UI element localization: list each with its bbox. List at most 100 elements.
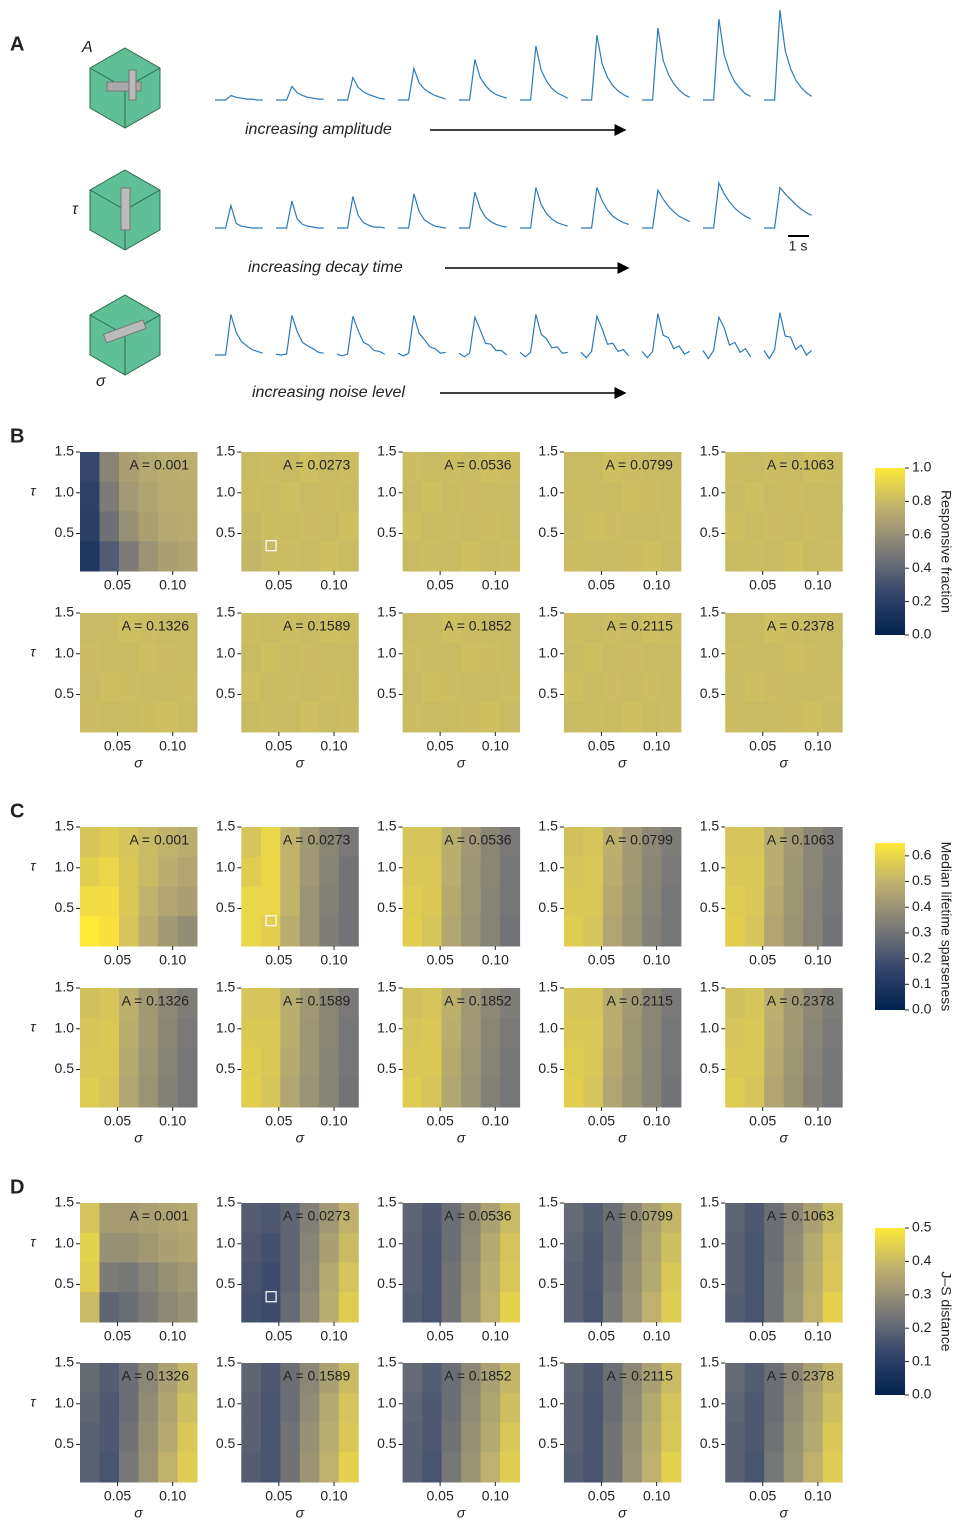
y-axis-label: τ xyxy=(30,483,36,499)
colorbar-label: Responsive fraction xyxy=(938,490,954,613)
heatmap-cell xyxy=(261,988,281,1018)
heatmap-cell xyxy=(583,673,603,703)
heatmap-cell xyxy=(725,512,745,542)
y-tick-label: 1.0 xyxy=(538,1019,558,1035)
heatmap-cell xyxy=(784,512,804,542)
heatmap-cell xyxy=(119,643,139,673)
heatmap-cell xyxy=(139,1452,159,1482)
heatmap-cell xyxy=(422,1233,442,1263)
heatmap-cell xyxy=(422,1263,442,1293)
trace xyxy=(459,60,507,101)
heatmap-cell xyxy=(261,857,281,887)
y-tick-label: 1.5 xyxy=(538,1194,558,1210)
heatmap-cell xyxy=(241,1423,261,1453)
trace xyxy=(337,78,385,101)
x-tick-label: 0.05 xyxy=(427,1328,454,1344)
trace xyxy=(642,314,690,358)
x-tick-label: 0.10 xyxy=(482,952,509,968)
x-axis-label: σ xyxy=(618,1130,627,1146)
panel-title: A = 0.001 xyxy=(129,457,189,473)
heatmap-cell xyxy=(661,1423,681,1453)
heatmap-cell xyxy=(564,1393,584,1423)
x-tick-label: 0.05 xyxy=(749,1328,776,1344)
heatmap-cell xyxy=(784,1018,804,1048)
x-tick-label: 0.10 xyxy=(643,1328,670,1344)
heatmap-cell xyxy=(823,482,843,512)
heatmap-cell xyxy=(158,1452,178,1482)
heatmap-cell xyxy=(583,482,603,512)
y-tick-label: 1.5 xyxy=(377,1354,397,1370)
heatmap-cell xyxy=(442,1452,462,1482)
panel-title: A = 0.0799 xyxy=(606,832,674,848)
heatmap-cell xyxy=(119,1393,139,1423)
heatmap-cell xyxy=(481,702,501,732)
heatmap-cell xyxy=(261,1292,281,1322)
heatmap-cell xyxy=(764,1393,784,1423)
colorbar-tick-label: 0.1 xyxy=(912,975,932,991)
heatmap-cell xyxy=(300,1233,320,1263)
heatmap-cell xyxy=(241,827,261,857)
heatmap-cell xyxy=(100,452,120,482)
panel-title: A = 0.2378 xyxy=(767,1368,835,1384)
heatmap-cell xyxy=(178,857,198,887)
heatmap-cell xyxy=(622,1048,642,1078)
heatmap-cell xyxy=(642,1423,662,1453)
heatmap-cell xyxy=(80,1233,100,1263)
heatmap-cell xyxy=(280,1018,300,1048)
y-tick-label: 0.5 xyxy=(216,1435,236,1451)
y-tick-label: 1.0 xyxy=(216,1394,236,1410)
heatmap-cell xyxy=(241,887,261,917)
heatmap-cell xyxy=(178,643,198,673)
heatmap-cell xyxy=(461,482,481,512)
heatmap-cell xyxy=(745,1048,765,1078)
heatmap-cell xyxy=(642,512,662,542)
heatmap-cell xyxy=(158,702,178,732)
heatmap-cell xyxy=(339,541,359,571)
heatmap-cell xyxy=(280,1077,300,1107)
heatmap-cell xyxy=(564,613,584,643)
y-tick-label: 0.5 xyxy=(538,524,558,540)
heatmap-cell xyxy=(603,541,623,571)
cube-icons xyxy=(90,48,160,375)
heatmap-cell xyxy=(661,1292,681,1322)
heatmap-cell xyxy=(823,512,843,542)
heatmap-cell xyxy=(745,643,765,673)
heatmap-cell xyxy=(564,1423,584,1453)
heatmap-cell xyxy=(422,887,442,917)
heatmap-cell xyxy=(80,916,100,946)
heatmap-cell xyxy=(80,1077,100,1107)
heatmap-cell xyxy=(100,1363,120,1393)
heatmap-cell xyxy=(80,512,100,542)
y-tick-label: 1.0 xyxy=(216,483,236,499)
panel-title: A = 0.1063 xyxy=(767,457,835,473)
heatmap-cell xyxy=(764,1077,784,1107)
heatmap-cell xyxy=(784,482,804,512)
heatmap-cell xyxy=(158,1393,178,1423)
heatmap-cell xyxy=(241,482,261,512)
heatmap-cell xyxy=(764,1292,784,1322)
heatmap-cell xyxy=(300,512,320,542)
x-axis-label: σ xyxy=(134,1130,143,1146)
heatmap-cell xyxy=(280,482,300,512)
panel-title: A = 0.1852 xyxy=(444,618,512,634)
heatmap-cell xyxy=(725,482,745,512)
heatmap-cell xyxy=(603,887,623,917)
heatmap-cell xyxy=(319,1393,339,1423)
heatmap-cell xyxy=(564,1233,584,1263)
panel-title: A = 0.0536 xyxy=(444,457,512,473)
heatmap-cell xyxy=(80,452,100,482)
heatmap-cell xyxy=(300,643,320,673)
trace xyxy=(459,317,507,357)
heatmap-cell xyxy=(583,857,603,887)
trace xyxy=(703,19,751,100)
heatmap-cell xyxy=(764,702,784,732)
heatmap-cell xyxy=(583,1233,603,1263)
x-axis-label: σ xyxy=(296,1130,305,1146)
heatmap-cell xyxy=(461,1423,481,1453)
x-axis-label: σ xyxy=(296,755,305,771)
y-tick-label: 1.5 xyxy=(377,443,397,459)
heatmap-cell xyxy=(803,1018,823,1048)
y-tick-label: 1.5 xyxy=(55,818,75,834)
heatmap-cell xyxy=(745,988,765,1018)
heatmap-cell xyxy=(403,1363,423,1393)
